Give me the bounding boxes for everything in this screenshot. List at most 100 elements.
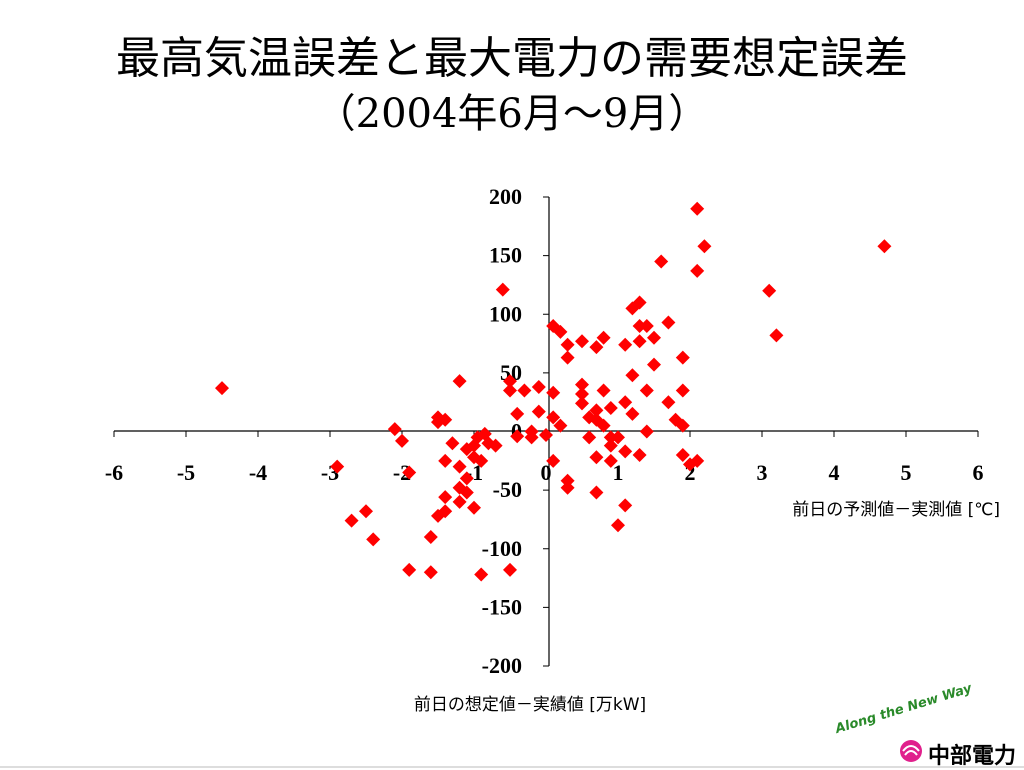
data-point (510, 406, 525, 421)
data-point (661, 315, 676, 330)
data-point (632, 318, 647, 333)
data-point (503, 374, 517, 389)
data-point (690, 263, 705, 278)
data-point (618, 498, 633, 513)
data-point (589, 485, 604, 500)
data-point (510, 429, 525, 444)
data-point (452, 494, 467, 509)
data-point (452, 374, 467, 389)
data-point (560, 480, 575, 495)
data-point (560, 473, 575, 488)
data-point (524, 424, 539, 439)
data-point (877, 239, 892, 254)
data-point (697, 239, 712, 254)
data-point (445, 436, 460, 451)
data-point (438, 490, 453, 505)
data-point (589, 340, 604, 355)
data-point (423, 530, 438, 545)
data-point (474, 453, 489, 468)
data-point (387, 422, 402, 437)
data-point (762, 283, 777, 298)
x-tick-label: 3 (757, 460, 768, 485)
data-point (575, 334, 589, 349)
x-tick-label: -4 (249, 460, 267, 485)
data-point (517, 383, 532, 398)
data-point (366, 532, 381, 547)
x-tick-label: 6 (973, 460, 984, 485)
data-point (596, 383, 611, 398)
data-point (654, 254, 669, 269)
data-point (603, 438, 618, 453)
data-point (603, 453, 618, 468)
x-tick-label: 1 (613, 460, 624, 485)
data-point (769, 328, 784, 343)
y-tick-label: 100 (489, 301, 522, 326)
data-point (589, 403, 604, 418)
data-point (618, 337, 633, 352)
data-point (690, 453, 705, 468)
y-tick-label: -50 (493, 477, 522, 502)
data-point (344, 513, 359, 528)
data-point (632, 334, 647, 349)
data-point (359, 504, 373, 519)
data-point (611, 518, 625, 533)
data-point (459, 471, 474, 486)
data-point (618, 395, 633, 410)
chart-subtitle: （2004年6月～9月） (315, 91, 709, 137)
data-point (690, 201, 705, 216)
x-tick-label: -2 (393, 460, 411, 485)
data-point (560, 337, 575, 352)
company-name: 中部電力 (928, 744, 1017, 769)
data-point (467, 500, 481, 515)
data-point (647, 330, 661, 345)
data-point (639, 318, 654, 333)
x-tick-label: -6 (105, 460, 123, 485)
company-logo-icon (900, 740, 922, 762)
y-tick-label: -100 (482, 536, 522, 561)
data-point (215, 381, 229, 396)
data-point (596, 330, 611, 345)
data-point (488, 438, 503, 453)
data-point (575, 396, 589, 411)
data-point (438, 504, 453, 519)
data-point (625, 406, 640, 421)
y-tick-label: 150 (489, 243, 522, 268)
data-point (632, 447, 647, 462)
data-point (661, 395, 676, 410)
x-tick-label: -5 (177, 460, 195, 485)
data-point (438, 412, 453, 427)
data-point (531, 404, 546, 419)
data-point (611, 430, 625, 445)
data-point (560, 350, 575, 365)
data-point (495, 282, 510, 297)
data-point (438, 453, 453, 468)
data-point (546, 385, 561, 400)
x-axis-label: 前日の予測値－実測値 [℃] (792, 500, 1000, 520)
data-point (675, 447, 690, 462)
y-axis-label: 前日の想定値－実績値 [万kW] (414, 695, 646, 715)
data-point (395, 433, 409, 448)
data-point (402, 465, 417, 480)
data-point (596, 418, 611, 433)
data-point (503, 383, 517, 398)
data-point (589, 450, 604, 465)
data-point (675, 383, 690, 398)
x-tick-label: 4 (829, 460, 840, 485)
data-point (474, 567, 489, 582)
y-tick-label: 200 (489, 184, 522, 209)
data-point (531, 379, 546, 394)
tick-labels: -6-5-4-3-2-10123456200150100500-50-100-1… (105, 184, 984, 678)
data-point (575, 377, 589, 392)
data-point (459, 485, 474, 500)
data-point (675, 418, 690, 433)
data-point (546, 410, 561, 425)
x-tick-label: 5 (901, 460, 912, 485)
data-point (423, 565, 438, 580)
data-point (553, 418, 568, 433)
data-point (402, 562, 417, 577)
data-point (647, 357, 661, 372)
data-point (625, 368, 640, 383)
data-point (639, 424, 654, 439)
chart-title: 最高気温誤差と最大電力の需要想定誤差 (116, 33, 908, 84)
